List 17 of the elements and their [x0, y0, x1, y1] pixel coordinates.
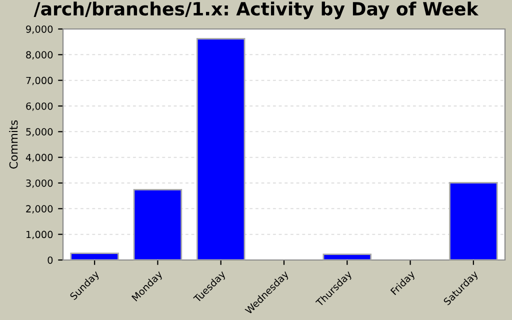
y-tick-label: 3,000 — [26, 179, 53, 188]
y-tick-label: 9,000 — [26, 25, 53, 34]
y-axis-title: Commits — [9, 120, 18, 169]
bar — [322, 254, 372, 260]
chart-title: /arch/branches/1.x: Activity by Day of Week — [34, 2, 479, 20]
y-tick-label: 6,000 — [26, 102, 53, 111]
bar — [70, 252, 119, 260]
y-tick-label: 2,000 — [26, 205, 53, 214]
y-tick-label: 8,000 — [26, 51, 53, 60]
bar — [449, 182, 498, 260]
y-tick-label: 0 — [48, 256, 53, 264]
y-tick-label: 5,000 — [26, 128, 53, 136]
bar — [196, 38, 246, 260]
y-tick-label: 7,000 — [26, 76, 53, 86]
y-tick-label: 1,000 — [26, 230, 53, 240]
y-tick-label: 4,000 — [26, 154, 53, 162]
bar — [133, 188, 182, 260]
